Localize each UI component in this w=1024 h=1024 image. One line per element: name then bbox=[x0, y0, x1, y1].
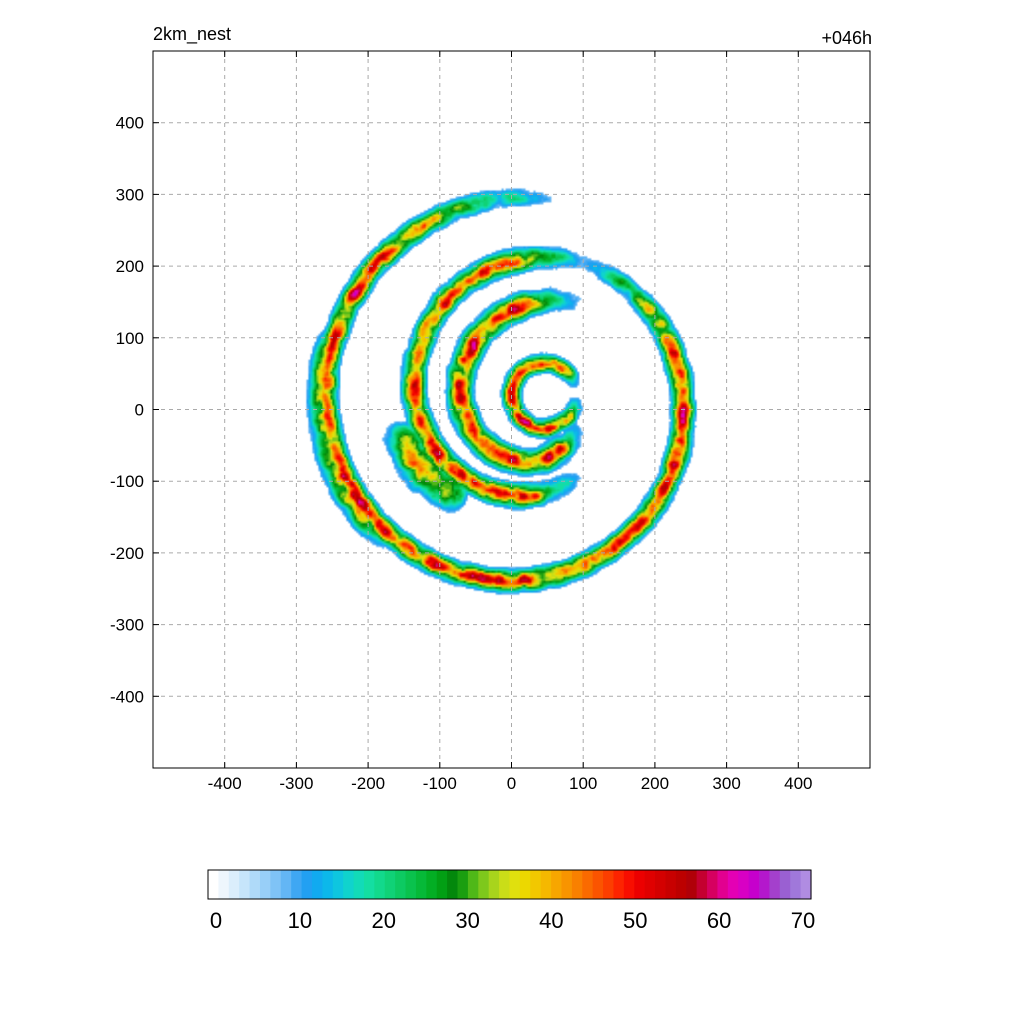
y-tick-label: 300 bbox=[116, 185, 144, 204]
colorbar-swatch bbox=[343, 870, 355, 899]
colorbar-swatch bbox=[218, 870, 230, 899]
colorbar-swatch bbox=[228, 870, 240, 899]
colorbar-swatch bbox=[478, 870, 490, 899]
colorbar-swatch bbox=[384, 870, 396, 899]
colorbar-frame bbox=[207, 869, 812, 900]
colorbar-swatch bbox=[707, 870, 719, 899]
colorbar-swatch bbox=[311, 870, 323, 899]
colorbar-tick-label: 20 bbox=[371, 908, 395, 933]
colorbar-tick-label: 0 bbox=[210, 908, 222, 933]
colorbar-swatch bbox=[675, 870, 687, 899]
colorbar-swatch bbox=[436, 870, 448, 899]
colorbar-swatch bbox=[239, 870, 251, 899]
title-right: +046h bbox=[821, 28, 872, 48]
colorbar-labels: 0 10 20 30 40 50 60 70 bbox=[210, 908, 815, 933]
reflectivity-field bbox=[153, 51, 870, 768]
colorbar-swatch bbox=[322, 870, 334, 899]
x-axis: -400 -300 -200 -100 0 100 200 300 400 bbox=[208, 51, 812, 793]
colorbar-swatch bbox=[270, 870, 282, 899]
y-tick-label: 200 bbox=[116, 257, 144, 276]
colorbar-tick-label: 50 bbox=[623, 908, 647, 933]
x-tick-label: -200 bbox=[351, 774, 385, 793]
y-tick-label: -100 bbox=[110, 472, 144, 491]
colorbar-swatch bbox=[519, 870, 531, 899]
colorbar-swatch bbox=[447, 870, 459, 899]
x-tick-label: 100 bbox=[569, 774, 597, 793]
colorbar-swatch bbox=[530, 870, 542, 899]
y-tick-label: -300 bbox=[110, 616, 144, 635]
title-left: 2km_nest bbox=[153, 24, 231, 45]
colorbar-swatch bbox=[790, 870, 802, 899]
colorbar-swatch bbox=[769, 870, 781, 899]
colorbar-swatch bbox=[613, 870, 625, 899]
colorbar-tick-label: 60 bbox=[707, 908, 731, 933]
colorbar-swatch bbox=[759, 870, 771, 899]
y-axis: 400 300 200 100 0 -100 -200 -300 -400 bbox=[110, 114, 870, 706]
y-tick-label: -400 bbox=[110, 687, 144, 706]
colorbar-swatch bbox=[800, 870, 812, 899]
colorbar-swatch bbox=[634, 870, 646, 899]
colorbar-tick-label: 30 bbox=[455, 908, 479, 933]
colorbar-swatch bbox=[644, 870, 656, 899]
colorbar-swatch bbox=[405, 870, 417, 899]
x-tick-label: -400 bbox=[208, 774, 242, 793]
x-tick-label: 300 bbox=[712, 774, 740, 793]
colorbar-swatch bbox=[551, 870, 563, 899]
colorbar-tick-label: 70 bbox=[791, 908, 815, 933]
colorbar-swatch bbox=[374, 870, 386, 899]
colorbar-swatch bbox=[259, 870, 271, 899]
colorbar-swatch bbox=[592, 870, 604, 899]
colorbar-swatch bbox=[603, 870, 615, 899]
colorbar-tick-label: 40 bbox=[539, 908, 563, 933]
x-tick-label: 200 bbox=[641, 774, 669, 793]
colorbar-swatch bbox=[249, 870, 261, 899]
colorbar-swatch bbox=[665, 870, 677, 899]
colorbar-swatch bbox=[561, 870, 573, 899]
colorbar-swatch bbox=[509, 870, 521, 899]
y-tick-label: 400 bbox=[116, 114, 144, 133]
colorbar-swatch bbox=[727, 870, 739, 899]
colorbar-swatch bbox=[499, 870, 511, 899]
y-tick-label: 0 bbox=[135, 401, 144, 420]
colorbar-swatch bbox=[748, 870, 760, 899]
colorbar-swatch bbox=[540, 870, 552, 899]
colorbar-swatch bbox=[696, 870, 708, 899]
colorbar-tick-label: 10 bbox=[288, 908, 312, 933]
colorbar-swatch bbox=[395, 870, 407, 899]
colorbar-swatch bbox=[655, 870, 667, 899]
colorbar-swatch bbox=[426, 870, 438, 899]
colorbar-swatch bbox=[291, 870, 303, 899]
colorbar-swatch bbox=[717, 870, 729, 899]
x-tick-label: -100 bbox=[423, 774, 457, 793]
x-tick-label: 0 bbox=[507, 774, 516, 793]
colorbar-swatch bbox=[415, 870, 427, 899]
colorbar: 0 10 20 30 40 50 60 70 bbox=[207, 869, 815, 933]
colorbar-swatch bbox=[571, 870, 583, 899]
colorbar-swatch bbox=[363, 870, 375, 899]
colorbar-swatch bbox=[457, 870, 469, 899]
colorbar-swatch bbox=[623, 870, 635, 899]
y-tick-label: 100 bbox=[116, 329, 144, 348]
colorbar-swatch bbox=[582, 870, 594, 899]
x-tick-label: -300 bbox=[279, 774, 313, 793]
colorbar-swatch bbox=[738, 870, 750, 899]
colorbar-swatch bbox=[301, 870, 313, 899]
colorbar-swatches bbox=[208, 870, 812, 899]
colorbar-swatch bbox=[686, 870, 698, 899]
colorbar-swatch bbox=[280, 870, 292, 899]
colorbar-swatch bbox=[779, 870, 791, 899]
x-tick-label: 400 bbox=[784, 774, 812, 793]
colorbar-swatch bbox=[208, 870, 219, 899]
colorbar-swatch bbox=[467, 870, 479, 899]
y-tick-label: -200 bbox=[110, 544, 144, 563]
colorbar-swatch bbox=[353, 870, 365, 899]
plot-area: -400 -300 -200 -100 0 100 200 300 400 400 300 200 1… bbox=[110, 50, 871, 793]
colorbar-swatch bbox=[488, 870, 500, 899]
colorbar-swatch bbox=[332, 870, 344, 899]
